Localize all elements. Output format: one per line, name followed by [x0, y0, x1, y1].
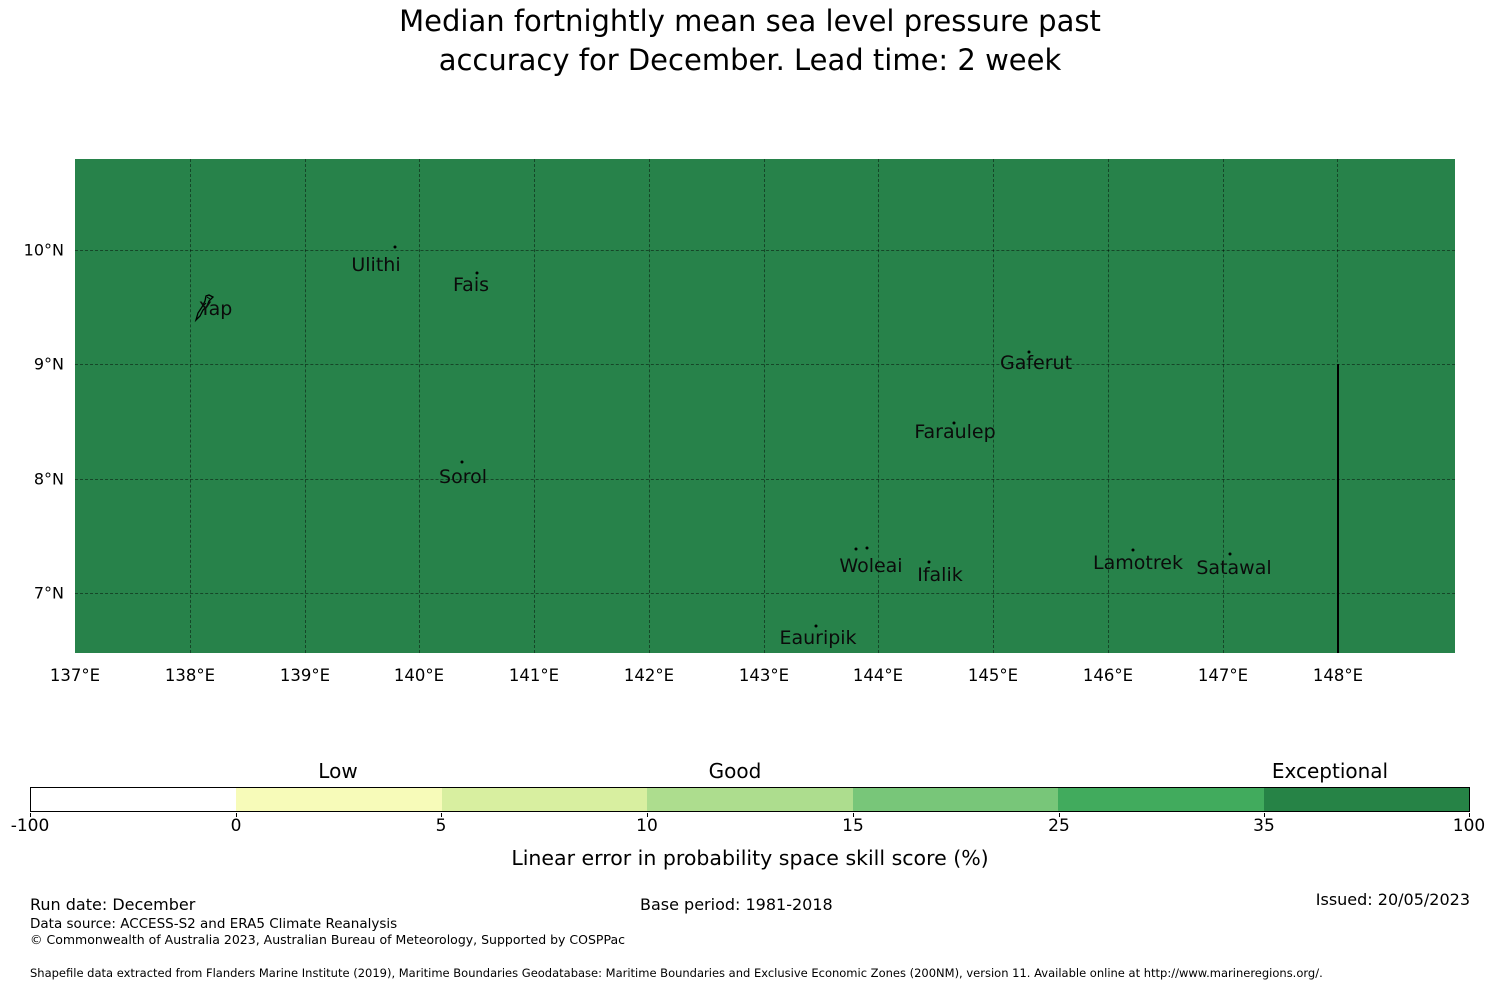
- gridline-140e: [419, 159, 420, 653]
- fais-island-dot: [475, 271, 479, 275]
- x-tick-143e: 143°E: [738, 666, 790, 685]
- colorbar-segment-3: [441, 788, 648, 811]
- gridline-144e: [878, 159, 879, 653]
- category-label-low: Low: [318, 759, 358, 783]
- y-tick-9n: 9°N: [33, 354, 64, 374]
- sorol-island-dot: [460, 460, 464, 464]
- gaferut-island-dot: [1027, 350, 1031, 354]
- island-label-eauripik: Eauripik: [779, 627, 857, 649]
- island-label-lamotrek: Lamotrek: [1093, 552, 1183, 574]
- shapefile-attribution-text: Shapefile data extracted from Flanders M…: [30, 966, 1323, 980]
- y-tick-7n: 7°N: [33, 583, 64, 603]
- colorbar-segment-7: [1263, 788, 1469, 811]
- woleai-island-dot-2: [865, 546, 869, 550]
- gridline-142e: [649, 159, 650, 653]
- island-label-yap: Yap: [199, 298, 233, 320]
- island-label-faraulep: Faraulep: [914, 421, 996, 443]
- eauripik-island-dot: [814, 624, 818, 628]
- ulithi-island-dot: [393, 245, 397, 249]
- island-label-satawal: Satawal: [1196, 557, 1272, 579]
- colorbar-tick: [236, 813, 237, 817]
- colorbar-tick-label: 10: [636, 816, 658, 836]
- gridline-147e: [1223, 159, 1224, 653]
- eez-boundary-line: [1337, 364, 1339, 653]
- x-tick-142e: 142°E: [623, 666, 675, 685]
- colorbar: [30, 787, 1470, 812]
- x-tick-141e: 141°E: [508, 666, 560, 685]
- gridline-138e: [190, 159, 191, 653]
- issued-date-text: Issued: 20/05/2023: [1315, 890, 1470, 909]
- run-date-text: Run date: December: [30, 895, 196, 914]
- gridline-146e: [1108, 159, 1109, 653]
- woleai-island-dot: [854, 547, 858, 551]
- category-label-exceptional: Exceptional: [1271, 759, 1389, 783]
- gridline-7n: [75, 593, 1455, 594]
- colorbar-axis-label: Linear error in probability space skill …: [511, 846, 989, 870]
- y-tick-8n: 8°N: [33, 469, 64, 489]
- x-tick-137e: 137°E: [49, 666, 101, 685]
- gridline-141e: [534, 159, 535, 653]
- x-tick-148e: 148°E: [1312, 666, 1364, 685]
- figure-title: Median fortnightly mean sea level pressu…: [399, 4, 1101, 77]
- island-label-ulithi: Ulithi: [351, 254, 401, 276]
- x-tick-146e: 146°E: [1082, 666, 1134, 685]
- colorbar-tick: [853, 813, 854, 817]
- colorbar-tick-label: 35: [1253, 816, 1275, 836]
- colorbar-tick: [647, 813, 648, 817]
- lamotrek-island-dot: [1131, 548, 1135, 552]
- base-period-text: Base period: 1981-2018: [640, 895, 833, 914]
- island-label-ifalik: Ifalik: [917, 564, 963, 586]
- category-label-good: Good: [708, 759, 762, 783]
- colorbar-tick: [1264, 813, 1265, 817]
- copyright-text: © Commonwealth of Australia 2023, Austra…: [30, 932, 625, 947]
- ifalik-island-dot: [927, 560, 931, 564]
- island-label-sorol: Sorol: [439, 466, 487, 488]
- gridline-10n: [75, 250, 1455, 251]
- gridline-9n: [75, 364, 1455, 365]
- x-tick-147e: 147°E: [1197, 666, 1249, 685]
- colorbar-tick-label: 0: [230, 816, 242, 836]
- x-tick-140e: 140°E: [393, 666, 445, 685]
- colorbar-tick-label: 5: [435, 816, 447, 836]
- map-panel: Yap Ulithi Fais Sorol Gaferut Faraulep W…: [75, 159, 1455, 653]
- island-label-gaferut: Gaferut: [999, 352, 1073, 374]
- colorbar-tick: [1059, 813, 1060, 817]
- colorbar-segment-6: [1058, 788, 1264, 811]
- x-tick-145e: 145°E: [967, 666, 1019, 685]
- colorbar-tick-label: -100: [10, 816, 50, 836]
- island-label-fais: Fais: [452, 274, 490, 296]
- colorbar-tick-label: 15: [842, 816, 864, 836]
- x-tick-139e: 139°E: [279, 666, 331, 685]
- island-label-woleai: Woleai: [839, 555, 903, 577]
- gridline-139e: [305, 159, 306, 653]
- colorbar-segment-2: [236, 788, 442, 811]
- satawal-island-dot: [1228, 552, 1232, 556]
- x-tick-144e: 144°E: [852, 666, 904, 685]
- colorbar-tick-label: 25: [1048, 816, 1070, 836]
- colorbar-tick: [30, 813, 31, 817]
- gridline-145e: [993, 159, 994, 653]
- gridline-143e: [764, 159, 765, 653]
- colorbar-segment-4: [647, 788, 853, 811]
- x-tick-138e: 138°E: [164, 666, 216, 685]
- colorbar-tick: [441, 813, 442, 817]
- colorbar-segment-1: [31, 788, 237, 811]
- colorbar-segment-5: [852, 788, 1059, 811]
- data-source-text: Data source: ACCESS-S2 and ERA5 Climate …: [30, 916, 398, 932]
- y-tick-10n: 10°N: [23, 240, 64, 260]
- gridline-8n: [75, 479, 1455, 480]
- yap-island-outline: [194, 294, 215, 323]
- faraulep-island-dot: [952, 421, 956, 425]
- colorbar-tick: [1469, 813, 1470, 817]
- colorbar-tick-label: 100: [1452, 816, 1486, 836]
